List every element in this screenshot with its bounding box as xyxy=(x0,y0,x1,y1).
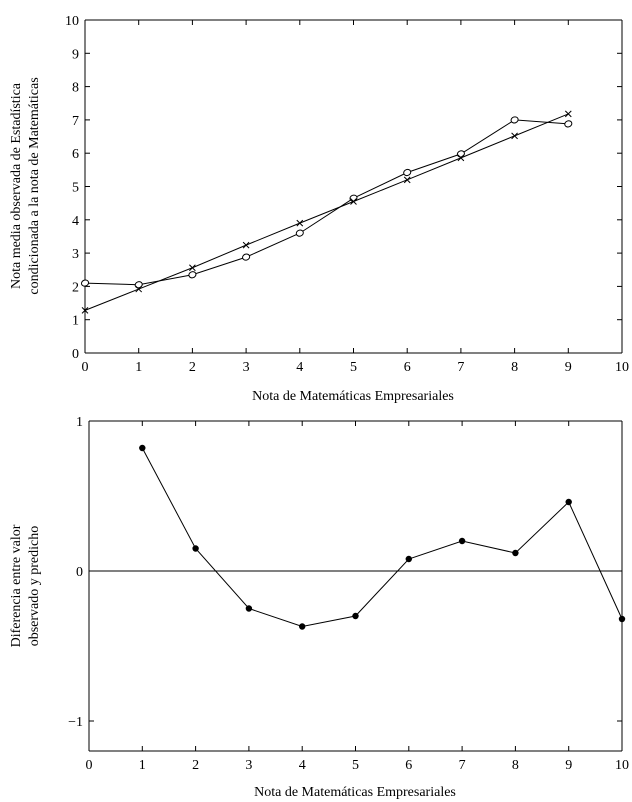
chart-top-ytick-label: 6 xyxy=(72,147,79,162)
chart-top-point-o xyxy=(188,271,197,279)
chart-bottom-series xyxy=(139,444,626,630)
chart-top-point-x xyxy=(564,110,572,118)
chart-top-ytick-label: 0 xyxy=(72,347,79,362)
chart-bottom-xtick-label: 0 xyxy=(86,758,93,773)
chart-top-xlabel: Nota de Matemáticas Empresariales xyxy=(252,389,454,404)
chart-top-point-o xyxy=(80,279,90,287)
chart-top-point-x xyxy=(403,176,411,184)
chart-top-ytick-label: 7 xyxy=(72,114,79,129)
chart-bottom-point xyxy=(139,444,146,452)
chart-top-xtick-label: 7 xyxy=(457,360,464,375)
chart-top-xtick-label: 0 xyxy=(82,360,89,375)
chart-top-xtick-label: 4 xyxy=(296,360,303,375)
chart-top-xtick-label: 8 xyxy=(511,360,518,375)
chart-bottom-ytick-label: 0 xyxy=(76,565,83,580)
chart-top-xtick-label: 3 xyxy=(243,360,250,375)
chart-bottom-point xyxy=(618,615,626,623)
chart-top-point-o xyxy=(403,168,412,177)
chart-top-xtick-label: 5 xyxy=(350,360,357,375)
chart-top: 0 1 2 3 4 5 6 7 8 9 10 0 1 2 3 4 5 6 7 8 9 10 Nota de Matemát… xyxy=(9,14,629,404)
chart-bottom-point xyxy=(512,549,519,557)
chart-bottom-point xyxy=(565,498,572,506)
chart-top-point-x xyxy=(457,154,465,162)
chart-top-xtick-label: 2 xyxy=(189,360,196,375)
chart-top-xtick-label: 9 xyxy=(565,360,572,375)
chart-top-series-x-line xyxy=(84,113,569,311)
chart-bottom-xtick-label: 2 xyxy=(192,758,199,773)
chart-bottom-ticks: 0 1 2 3 4 5 6 7 8 9 10 −1 0 1 xyxy=(68,415,629,773)
chart-bottom-xtick-label: 3 xyxy=(245,758,252,773)
chart-bottom-xtick-label: 9 xyxy=(565,758,572,773)
chart-bottom-point xyxy=(192,545,199,552)
chart-bottom-point xyxy=(352,612,359,620)
chart-bottom-ytick-label: −1 xyxy=(68,715,83,730)
chart-top-point-x xyxy=(81,307,89,314)
chart-bottom-ylabel-line-2: observado y predicho xyxy=(27,526,42,647)
chart-top-point-o xyxy=(510,116,519,124)
chart-top-xtick-label: 1 xyxy=(135,360,142,375)
chart-top-ytick-label: 3 xyxy=(72,247,79,262)
chart-top-ytick-label: 5 xyxy=(72,181,79,196)
chart-top-point-x xyxy=(511,132,518,140)
chart-bottom-point xyxy=(458,537,466,545)
chart-bottom-xtick-label: 5 xyxy=(352,758,359,773)
chart-top-point-x xyxy=(242,241,250,249)
chart-bottom-xtick-label: 7 xyxy=(459,758,466,773)
chart-bottom-ylabel-line-1: Diferencia entre valor xyxy=(9,524,24,647)
chart-top-point-x xyxy=(296,219,304,227)
chart-top-xtick-label: 6 xyxy=(404,360,411,375)
chart-top-series-o-line xyxy=(84,119,569,286)
chart-bottom-ytick-label: 1 xyxy=(76,415,83,430)
chart-top-point-x xyxy=(350,198,357,205)
chart-top-ytick-label: 10 xyxy=(65,14,79,29)
chart-top-ylabel-line-1: Nota media observada de Estadística xyxy=(9,82,24,289)
chart-bottom-xlabel: Nota de Matemáticas Empresariales xyxy=(254,785,456,800)
chart-top-ytick-label: 9 xyxy=(72,47,79,62)
chart-top-ylabel-line-2: condicionada a la nota de Matemáticas xyxy=(27,77,42,294)
chart-bottom-point xyxy=(245,605,253,612)
chart-top-point-x xyxy=(135,285,143,293)
chart-bottom-xtick-label: 1 xyxy=(139,758,146,773)
chart-bottom-point xyxy=(299,623,306,630)
chart-bottom-series-line xyxy=(141,447,623,628)
chart-top-ticks: 0 1 2 3 4 5 6 7 8 9 10 0 1 2 3 4 5 6 7 8 9 10 xyxy=(65,14,629,375)
chart-top-ytick-label: 2 xyxy=(72,280,79,295)
chart-top-point-o xyxy=(295,229,304,237)
chart-bottom-xtick-label: 10 xyxy=(615,758,629,773)
chart-top-ytick-label: 8 xyxy=(72,81,79,96)
chart-top-point-x xyxy=(189,264,196,272)
chart-bottom-xtick-label: 4 xyxy=(299,758,306,773)
chart-top-point-o xyxy=(242,253,251,261)
chart-top-ytick-label: 4 xyxy=(72,214,79,229)
chart-top-ytick-label: 1 xyxy=(72,314,79,329)
chart-top-xtick-label: 10 xyxy=(615,360,629,375)
chart-top-point-o xyxy=(564,120,573,128)
chart-bottom-point xyxy=(405,555,412,563)
chart-bottom-xtick-label: 6 xyxy=(405,758,412,773)
chart-top-series xyxy=(80,110,573,314)
chart-bottom-xtick-label: 8 xyxy=(512,758,519,773)
chart-bottom: 0 1 2 3 4 5 6 7 8 9 10 −1 0 1 Nota de Matemáticas Emp… xyxy=(9,415,629,800)
